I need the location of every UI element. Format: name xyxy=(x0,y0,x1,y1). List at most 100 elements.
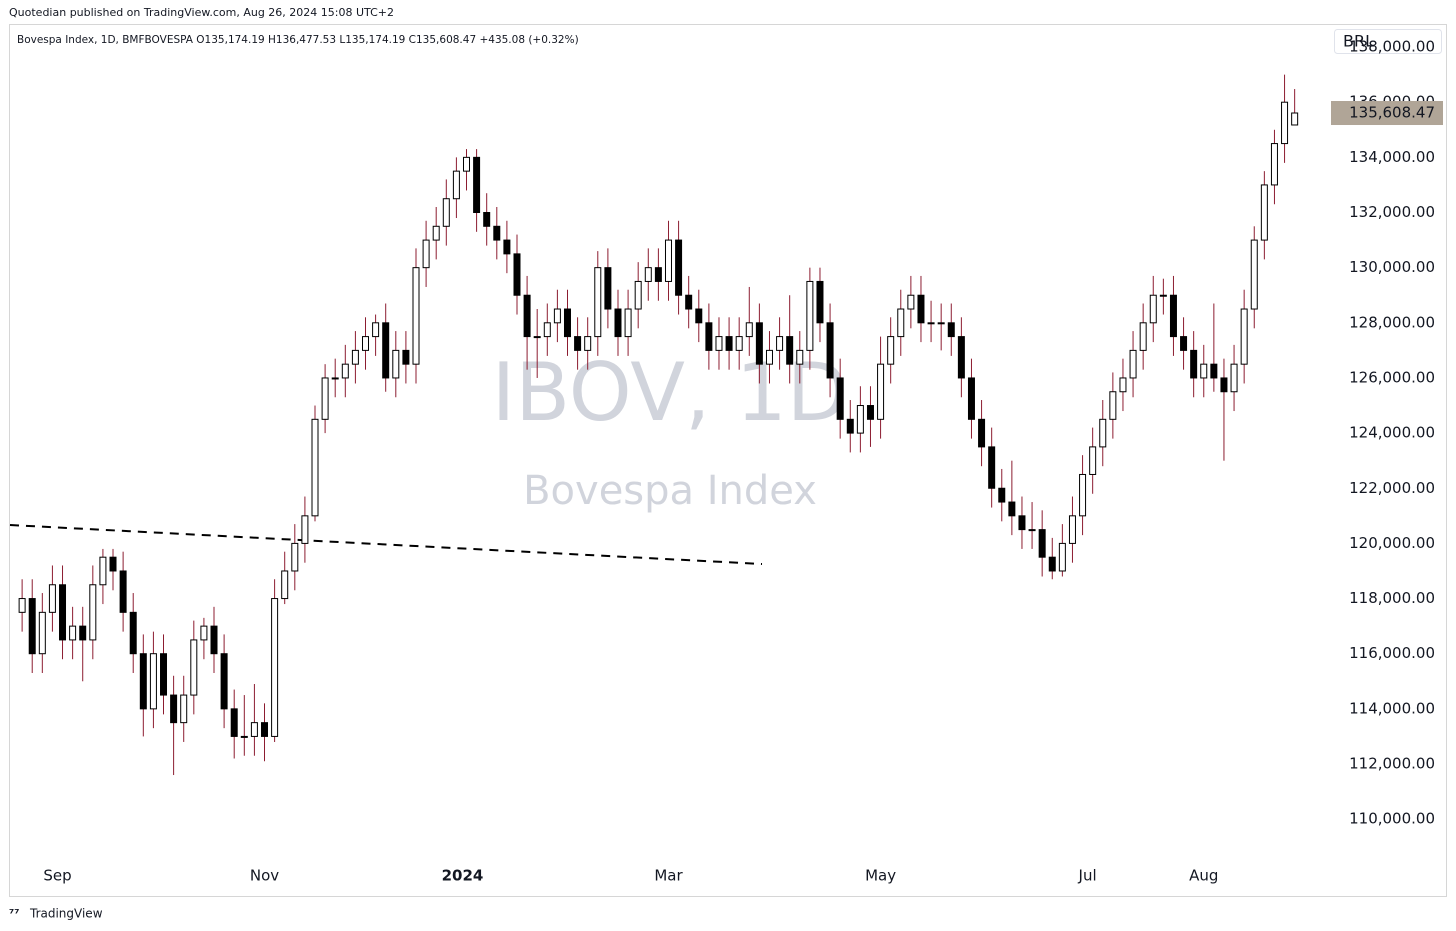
candle-body xyxy=(664,239,672,282)
candle-body xyxy=(1190,349,1198,379)
candle-body xyxy=(675,239,683,296)
candle-body xyxy=(301,515,309,544)
candle-body xyxy=(1291,112,1299,126)
candle-body xyxy=(250,722,258,737)
candle-body xyxy=(604,267,612,310)
candle-body xyxy=(59,584,67,641)
candle-body xyxy=(816,280,824,324)
candle-body xyxy=(563,308,571,338)
candle-body xyxy=(483,212,491,227)
candle-body xyxy=(1119,377,1127,393)
y-tick-label: 126,000.00 xyxy=(1349,368,1435,386)
candle-body xyxy=(230,708,238,737)
candle-body xyxy=(806,280,814,351)
candle-body xyxy=(149,653,157,710)
candle-body xyxy=(372,322,380,338)
candle-body xyxy=(1210,363,1218,379)
x-tick-label: Jul xyxy=(1078,867,1097,885)
candle-body xyxy=(735,336,743,351)
candle-body xyxy=(139,653,147,710)
candle-body xyxy=(1099,418,1107,448)
candle-body xyxy=(1028,529,1036,532)
candle-body xyxy=(1169,294,1177,338)
candle-body xyxy=(240,735,248,738)
candle-body xyxy=(877,363,885,420)
candle-body xyxy=(362,336,370,351)
candle-body xyxy=(1149,294,1157,324)
candle-body xyxy=(725,336,733,351)
candle-body xyxy=(553,308,561,324)
candle-body xyxy=(533,336,541,339)
candle-body xyxy=(99,556,107,586)
candle-body xyxy=(937,322,945,325)
y-tick-label: 132,000.00 xyxy=(1349,203,1435,221)
candle-body xyxy=(897,308,905,338)
candle-body xyxy=(48,584,56,613)
x-tick-label: Nov xyxy=(250,867,279,885)
symbol-info: Bovespa Index, 1D, BMFBOVESPA O135,174.1… xyxy=(17,34,579,46)
candle-body xyxy=(190,639,198,696)
y-tick-label: 116,000.00 xyxy=(1349,644,1435,662)
candle-body xyxy=(786,336,794,365)
candle-body xyxy=(462,156,470,172)
candle-body xyxy=(856,405,864,434)
candle-body xyxy=(261,722,269,737)
candle-body xyxy=(1008,501,1016,517)
y-tick-label: 134,000.00 xyxy=(1349,148,1435,166)
candle-body xyxy=(170,694,178,724)
candle-body xyxy=(1200,363,1208,379)
candle-body xyxy=(624,308,632,338)
candle-body xyxy=(634,280,642,310)
candle-body xyxy=(1180,336,1188,351)
x-tick-label: Sep xyxy=(43,867,71,885)
candle-body xyxy=(1250,239,1258,310)
x-tick-label: Mar xyxy=(654,867,683,885)
y-tick-label: 122,000.00 xyxy=(1349,479,1435,497)
candle-body xyxy=(584,336,592,351)
x-tick-label: May xyxy=(865,867,896,885)
candle-body xyxy=(28,598,36,655)
publisher-line: Quotedian published on TradingView.com, … xyxy=(9,6,394,19)
watermark-name: Bovespa Index xyxy=(523,468,817,514)
candle-body xyxy=(1159,294,1167,297)
watermark-symbol: IBOV, 1D xyxy=(492,346,849,439)
y-tick-label: 128,000.00 xyxy=(1349,313,1435,331)
candle-body xyxy=(109,556,117,572)
candle-body xyxy=(866,405,874,420)
candle-body xyxy=(1038,529,1046,558)
candle-body xyxy=(422,239,430,269)
candle-body xyxy=(695,308,703,324)
candle-body xyxy=(947,322,955,338)
candle-body xyxy=(685,294,693,310)
candle-body xyxy=(89,584,97,641)
candle-body xyxy=(705,322,713,351)
y-tick-label: 114,000.00 xyxy=(1349,699,1435,717)
candle-body xyxy=(988,446,996,489)
candle-body xyxy=(614,308,622,338)
candle-body xyxy=(210,625,218,655)
candle-body xyxy=(129,611,137,655)
candle-body xyxy=(1068,515,1076,544)
candle-body xyxy=(887,336,895,365)
candle-body xyxy=(119,570,127,613)
candle-body xyxy=(392,349,400,379)
candle-body xyxy=(594,267,602,338)
last-price-box xyxy=(1331,101,1443,126)
candle-body xyxy=(826,322,834,379)
candle-body xyxy=(180,694,188,724)
candle-body xyxy=(341,363,349,379)
candle-body xyxy=(836,377,844,420)
candle-body xyxy=(432,225,440,241)
candle-body xyxy=(796,349,804,365)
candle-body xyxy=(755,322,763,365)
candle-body xyxy=(917,294,925,324)
candle-body xyxy=(957,336,965,379)
candle-body xyxy=(1129,349,1137,379)
candle-body xyxy=(321,377,329,420)
y-tick-label: 120,000.00 xyxy=(1349,534,1435,552)
currency-box xyxy=(1334,29,1442,54)
candle-body xyxy=(715,336,723,351)
candle-body xyxy=(745,322,753,338)
